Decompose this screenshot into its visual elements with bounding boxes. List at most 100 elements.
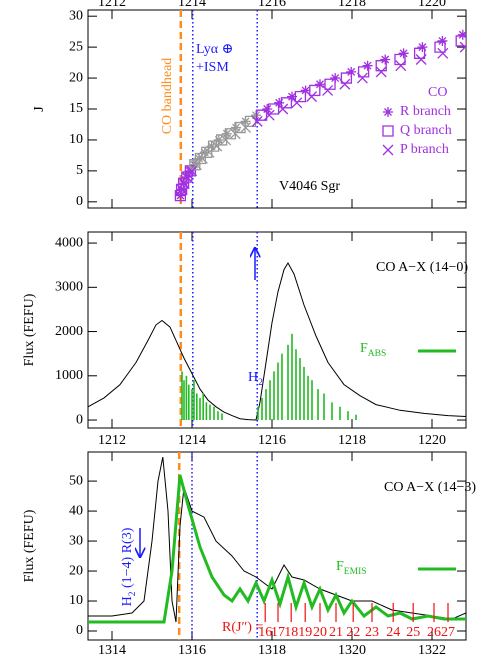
r-j-label: 16 [258,625,272,640]
legend-label-sub: ABS [368,349,387,359]
point [184,165,195,176]
point [315,79,325,90]
legend-label-sub: EMIS [344,567,367,577]
r-j-label: 20 [313,625,327,640]
y-tick-label: 50 [69,473,83,488]
point [309,84,321,97]
annotation: H2 (1−4) R(3) [120,527,138,606]
y-tick-label: 2000 [55,324,83,339]
legend-title: CO [428,85,447,100]
legend-marker [382,144,394,156]
point [194,153,205,164]
r-j-label: 17 [271,625,285,640]
y-tick-label: 20 [69,563,83,578]
point [220,134,232,146]
x-tick-label: 1212 [98,433,126,448]
point [375,66,387,78]
r-j-label: 25 [406,625,420,640]
y-axis-label: Flux (FEFU) [22,293,37,366]
point [234,121,246,134]
y-tick-label: 0 [76,623,83,638]
annotation-main: H [248,370,258,385]
annotation: H2 [248,370,263,388]
legend-label: Q branch [400,123,452,138]
point [294,90,307,103]
point [346,66,357,77]
y-tick-label: 4000 [55,235,83,250]
y-axis-label: J [32,106,47,112]
point [174,189,187,202]
point [280,97,293,109]
legend-marker [383,107,393,117]
legend-label-main: F [360,341,368,356]
point [395,60,407,72]
point [356,72,368,84]
y-tick-label: 5 [76,163,83,178]
annotation: CO bandhead [160,58,175,135]
y-tick-label: 30 [69,533,83,548]
point [306,91,318,103]
legend-label-main: F [336,559,344,574]
x-tick-label: 1216 [258,433,286,448]
point [240,122,252,134]
point [340,72,353,84]
point [255,109,268,121]
y-tick-label: 30 [69,8,83,23]
annotation: CO A−X (14−0) [376,260,468,275]
point [398,48,409,59]
x-tick-label: 1318 [258,643,286,658]
point [415,54,427,65]
x-tick-label: 1220 [418,433,446,448]
point [181,171,193,183]
y-tick-label: 25 [69,39,83,54]
point [413,47,426,59]
y-tick-label: 3000 [55,280,83,295]
y-tick-label: 40 [69,503,83,518]
point [206,141,217,152]
x-tick-label: 1212 [98,0,126,10]
y-tick-label: 0 [76,194,83,209]
plot-frame [87,451,467,641]
legend-label: FABS [360,341,386,359]
x-tick-label: 1320 [338,643,366,658]
r-j-label: 21 [329,625,343,640]
point [437,47,449,59]
x-tick-label: 1322 [418,643,446,658]
spectrum-line [88,261,466,421]
point [459,41,466,53]
point [455,35,466,47]
plot-frame [87,231,467,429]
point [221,128,232,139]
point [207,140,220,152]
point [215,134,228,146]
point [277,103,289,115]
r-j-label: 23 [365,625,379,640]
point [263,109,275,121]
x-tick-label: 1218 [338,0,366,10]
point [203,146,215,158]
point [189,159,199,170]
r-j-label: 24 [386,625,400,640]
point [199,147,210,158]
r-j-label: 27 [441,625,455,640]
x-tick-label: 1214 [178,0,206,10]
y-tick-label: 15 [69,101,83,116]
point [262,104,273,114]
point [324,78,336,90]
point [224,128,237,140]
spectrum-line [88,457,466,623]
point [176,183,188,195]
x-tick-label: 1214 [178,433,206,448]
legend-label: FEMIS [336,559,367,577]
target-name: V4046 Sgr [279,179,340,194]
x-tick-label: 1218 [338,433,366,448]
point [231,122,241,133]
point [213,134,224,145]
point [362,60,373,71]
point [457,29,466,40]
annotation-sub: 2 [128,591,138,596]
point [380,54,391,65]
y-tick-label: 10 [69,593,83,608]
r-j-label: 22 [346,625,360,640]
